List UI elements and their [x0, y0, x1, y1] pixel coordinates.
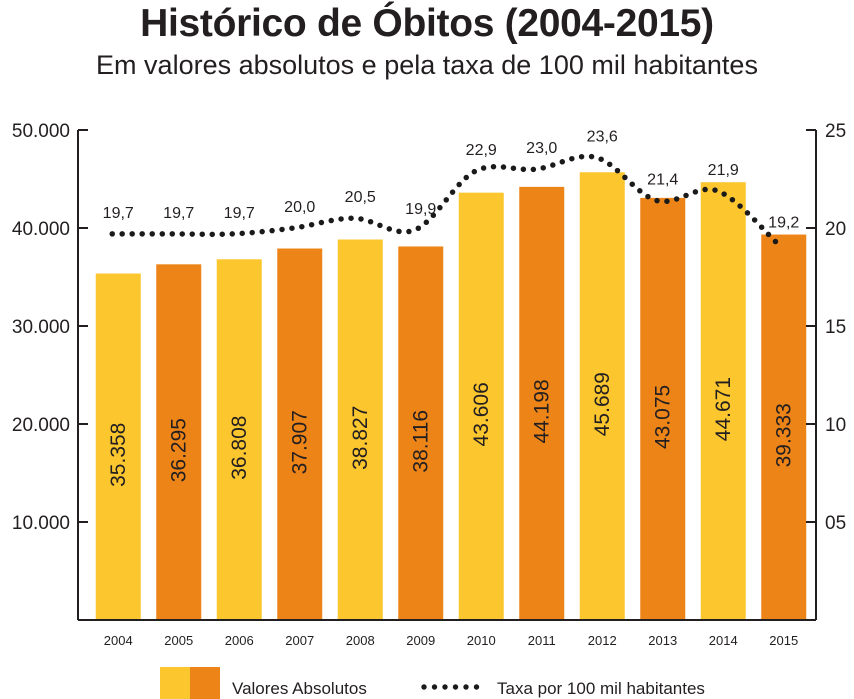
- rate-value-label: 20,5: [345, 189, 376, 206]
- legend-dot: [431, 684, 438, 690]
- x-tick-label: 2011: [528, 633, 556, 648]
- rate-value-label: 21,9: [708, 162, 739, 179]
- bar-value-label: 39.333: [773, 403, 796, 467]
- rate-value-label: 21,4: [647, 172, 678, 189]
- bar-2014: [700, 182, 746, 621]
- bar-2008: [337, 239, 383, 620]
- y-left-tick-label: 50.000: [12, 121, 70, 142]
- x-tick-label: 2008: [346, 633, 375, 648]
- bar-value-label: 43.606: [470, 382, 493, 446]
- bar-value-label: 37.907: [289, 410, 312, 474]
- bar-value-label: 38.827: [349, 406, 372, 470]
- x-tick-label: 2014: [709, 633, 738, 648]
- rate-value-label: 19,9: [405, 201, 436, 218]
- rate-line: [109, 153, 781, 247]
- x-tick-label: 2013: [648, 633, 677, 648]
- bar-2015: [761, 234, 807, 620]
- bar-2010: [458, 192, 504, 620]
- x-tick-label: 2012: [588, 633, 617, 648]
- x-tick-label: 2015: [769, 633, 798, 648]
- y-right-tick-label: 25: [825, 121, 846, 142]
- y-left-tick-label: 40.000: [12, 219, 70, 240]
- bar-value-label: 43.075: [652, 385, 675, 449]
- y-right-tick-label: 05: [825, 513, 846, 534]
- bar-value-label: 36.295: [168, 418, 191, 482]
- x-tick-label: 2010: [467, 633, 496, 648]
- rate-line-group: [109, 153, 781, 247]
- y-left-tick-label: 10.000: [12, 513, 70, 534]
- bar-2009: [398, 246, 444, 620]
- rate-value-label: 23,0: [526, 140, 557, 157]
- bar-2004: [95, 273, 141, 620]
- rate-value-label: 22,9: [466, 142, 497, 159]
- legend-dot: [421, 684, 427, 690]
- bar-value-label: 36.808: [228, 416, 251, 480]
- legend-dot: [473, 684, 480, 690]
- legend-label-line: Taxa por 100 mil habitantes: [497, 679, 705, 698]
- y-left-tick-label: 30.000: [12, 317, 70, 338]
- x-tick-label: 2006: [225, 633, 254, 648]
- labels-group: 35.358 36.295 36.808 37.907 38.827 38.116 43.6…: [103, 128, 800, 486]
- legend-dot: [463, 684, 469, 690]
- bar-value-label: 45.689: [591, 372, 614, 436]
- bar-2013: [640, 197, 686, 621]
- legend-dot: [442, 684, 448, 690]
- bar-value-label: 35.358: [107, 423, 130, 487]
- y-right-tick-label: 10: [825, 415, 846, 436]
- legend-dot: [452, 684, 459, 690]
- chart-subtitle: Em valores absolutos e pela taxa de 100 …: [96, 50, 758, 80]
- rate-value-label: 19,7: [163, 205, 194, 222]
- chart-title: Histórico de Óbitos (2004-2015): [140, 2, 714, 45]
- bar-value-label: 44.198: [531, 379, 554, 443]
- bar-2005: [156, 264, 202, 620]
- x-tick-label: 2005: [164, 633, 193, 648]
- bar-2007: [277, 248, 323, 620]
- rate-value-label: 19,7: [224, 205, 255, 222]
- rate-value-label: 19,2: [768, 215, 799, 232]
- legend-swatch-light: [160, 667, 190, 699]
- rate-value-label: 20,0: [284, 199, 315, 216]
- bar-2011: [519, 186, 565, 620]
- axes-group: 2004 2005 2006 2007 2008 2009 2010 2011 2012 2013…: [12, 121, 846, 648]
- legend-dots: [421, 684, 480, 690]
- x-tick-label: 2007: [285, 633, 314, 648]
- x-tick-label: 2004: [104, 633, 133, 648]
- y-right-tick-label: 20: [825, 219, 846, 240]
- legend-swatch-dark: [190, 667, 220, 699]
- y-left-tick-label: 20.000: [12, 415, 70, 436]
- legend-label-bars: Valores Absolutos: [232, 679, 367, 698]
- bar-value-label: 38.116: [410, 410, 433, 473]
- x-tick-label: 2009: [406, 633, 435, 648]
- legend: Valores Absolutos Taxa por 100 mil habit…: [160, 667, 705, 699]
- bars-group: [95, 172, 807, 621]
- bar-2006: [216, 259, 262, 620]
- bar-2012: [579, 172, 625, 620]
- y-right-tick-label: 15: [825, 317, 846, 338]
- rate-value-label: 23,6: [587, 128, 618, 145]
- bar-value-label: 44.671: [712, 377, 735, 441]
- rate-value-label: 19,7: [103, 205, 134, 222]
